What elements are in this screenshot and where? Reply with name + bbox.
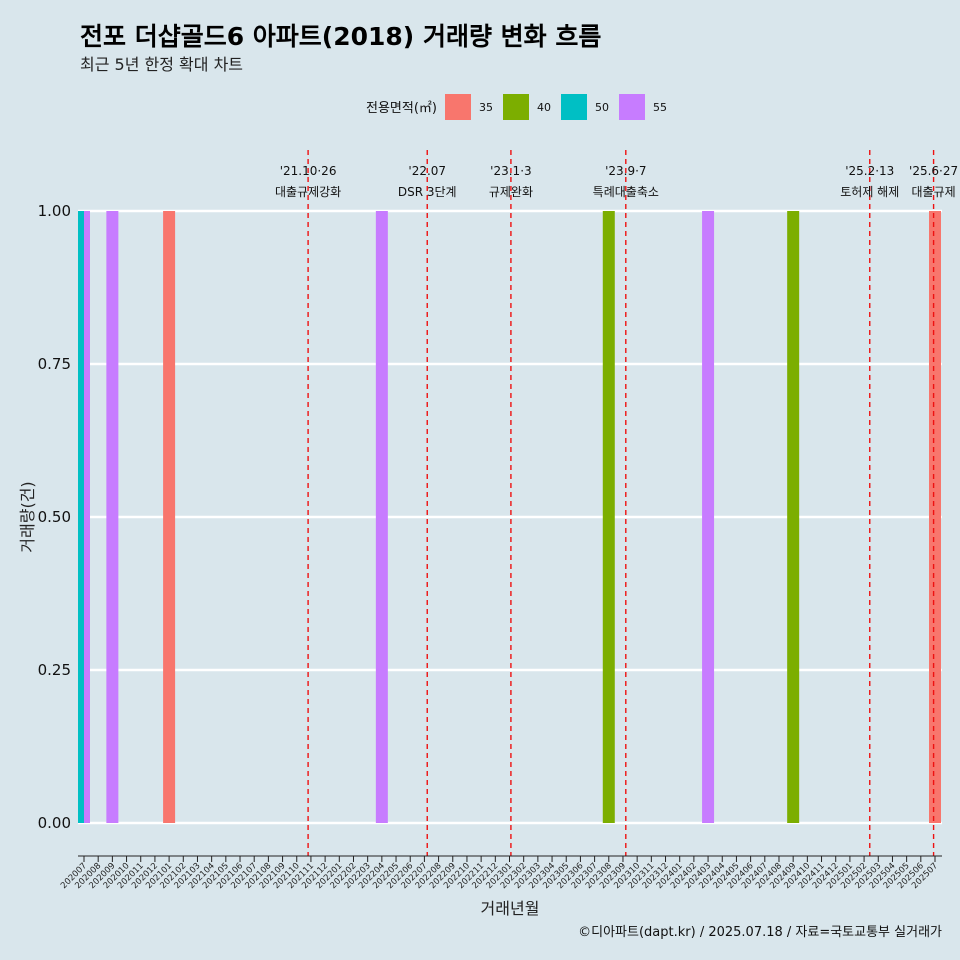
bars bbox=[78, 211, 941, 823]
legend-swatch-40 bbox=[503, 94, 529, 120]
event-policy-label: 규제완화 bbox=[489, 185, 533, 199]
event-date-label: '25.2·13 bbox=[845, 164, 894, 178]
grid bbox=[78, 209, 942, 825]
x-axis: 2020072020082020092020102020112020122021… bbox=[59, 855, 942, 891]
bar-202507-35 bbox=[929, 211, 941, 823]
bar-202204-55 bbox=[375, 211, 388, 823]
bar-202101-35 bbox=[163, 211, 176, 823]
event-date-label: '23.1·3 bbox=[490, 164, 531, 178]
legend-swatch-55 bbox=[619, 94, 645, 120]
y-axis: 0.00 0.25 0.50 0.75 1.00 bbox=[38, 202, 71, 832]
event-policy-label: 특례대출축소 bbox=[593, 185, 659, 199]
y-tick-label: 1.00 bbox=[38, 202, 71, 220]
legend-swatch-50 bbox=[561, 94, 587, 120]
event-policy-label: 대출규제 bbox=[911, 185, 955, 199]
bar-202308-40 bbox=[602, 211, 615, 823]
y-tick-label: 0.25 bbox=[38, 661, 71, 679]
x-axis-title: 거래년월 bbox=[481, 899, 540, 918]
y-tick-label: 0.75 bbox=[38, 355, 71, 373]
legend-label-40: 40 bbox=[537, 101, 551, 114]
legend-swatch-35 bbox=[445, 94, 471, 120]
bar-202007-55 bbox=[84, 211, 90, 823]
legend: 전용면적(㎡) 35 40 50 55 bbox=[366, 94, 667, 120]
event-date-label: '25.6·27 bbox=[909, 164, 958, 178]
bar-202007-50 bbox=[78, 211, 84, 823]
event-policy-label: DSR 3단계 bbox=[398, 185, 457, 199]
event-markers: '21.10·26 대출규제강화 '22.07 DSR 3단계 '23.1·3 규제완화 '… bbox=[275, 150, 958, 856]
caption: ©디아파트(dapt.kr) / 2025.07.18 / 자료=국토교통부 실… bbox=[578, 925, 942, 940]
chart-subtitle: 최근 5년 한정 확대 차트 bbox=[80, 55, 243, 74]
y-tick-label: 0.00 bbox=[38, 814, 71, 832]
bar-202409-40 bbox=[787, 211, 800, 823]
event-policy-label: 대출규제강화 bbox=[275, 185, 341, 199]
event-date-label: '22.07 bbox=[408, 164, 446, 178]
chart-title: 전포 더샵골드6 아파트(2018) 거래량 변화 흐름 bbox=[80, 22, 601, 51]
bar-202009-55 bbox=[106, 211, 119, 823]
legend-label-35: 35 bbox=[479, 101, 493, 114]
y-axis-title: 거래량(건) bbox=[18, 481, 37, 552]
legend-title: 전용면적(㎡) bbox=[366, 101, 437, 116]
legend-label-50: 50 bbox=[595, 101, 609, 114]
bar-202403-55 bbox=[702, 211, 715, 823]
event-date-label: '23.9·7 bbox=[605, 164, 646, 178]
legend-label-55: 55 bbox=[653, 101, 667, 114]
event-date-label: '21.10·26 bbox=[280, 164, 337, 178]
event-policy-label: 토허제 해제 bbox=[840, 185, 899, 199]
y-tick-label: 0.50 bbox=[38, 508, 71, 526]
